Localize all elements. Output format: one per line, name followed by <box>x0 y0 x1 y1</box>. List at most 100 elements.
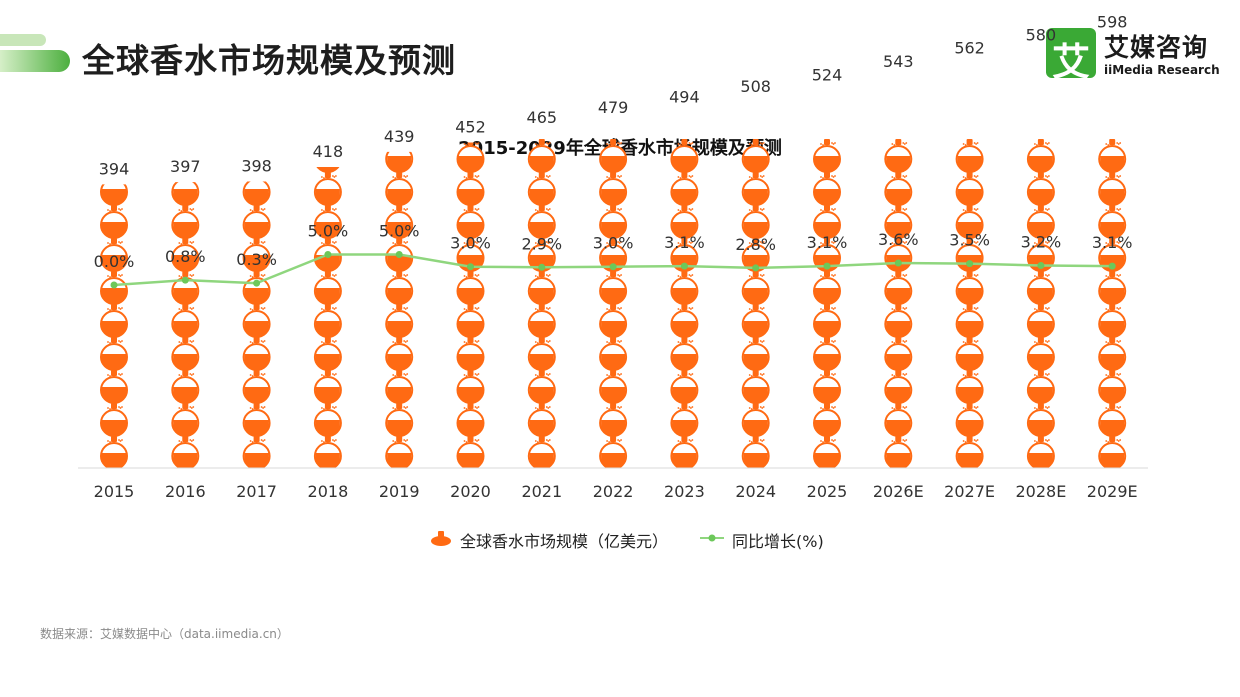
perfume-bottle-icon <box>385 172 414 206</box>
perfume-bottle-icon <box>813 172 841 206</box>
perfume-bottle-icon <box>1026 304 1055 338</box>
bar <box>242 181 271 468</box>
perfume-bottle-icon <box>741 172 770 206</box>
bar-value-label: 598 <box>1097 12 1128 31</box>
growth-value-label: 3.1% <box>664 233 705 252</box>
perfume-bottle-icon <box>1026 370 1055 404</box>
perfume-bottle-icon <box>884 205 913 239</box>
growth-point <box>110 281 118 289</box>
perfume-bottle-icon <box>1098 337 1127 371</box>
perfume-bottle-icon <box>527 436 556 468</box>
perfume-bottle-icon <box>599 139 628 173</box>
perfume-bottle-icon <box>670 172 699 206</box>
x-tick-label: 2019 <box>379 482 420 501</box>
perfume-bottle-icon <box>955 436 984 469</box>
perfume-bottle-icon <box>242 205 271 239</box>
bar-value-label: 418 <box>313 142 344 161</box>
perfume-bottle-icon <box>385 337 414 371</box>
x-tick-label: 2016 <box>165 482 206 501</box>
growth-value-label: 3.1% <box>1092 233 1133 252</box>
perfume-bottle-icon <box>385 151 414 173</box>
perfume-bottle-icon <box>242 370 271 404</box>
bar <box>527 139 556 468</box>
perfume-bottle-icon <box>385 205 414 239</box>
perfume-bottle-icon <box>670 304 699 338</box>
perfume-bottle-icon <box>670 370 699 404</box>
perfume-bottle-icon <box>599 271 628 305</box>
x-tick-label: 2028E <box>1015 482 1066 501</box>
perfume-bottle-icon <box>431 531 451 546</box>
bar <box>171 182 200 468</box>
logo-text-cn: 艾媒咨询 <box>1104 33 1209 62</box>
perfume-bottle-icon <box>955 337 984 371</box>
bar <box>456 142 485 468</box>
perfume-bottle-icon <box>313 304 342 338</box>
perfume-bottle-icon <box>955 370 984 404</box>
growth-value-label: 3.0% <box>450 234 491 253</box>
perfume-bottle-icon <box>1026 436 1055 469</box>
perfume-bottle-icon <box>527 337 556 371</box>
perfume-bottle-icon <box>884 403 913 437</box>
perfume-bottle-icon <box>242 403 271 437</box>
perfume-bottle-icon <box>100 436 128 468</box>
growth-value-label: 3.2% <box>1021 232 1062 251</box>
perfume-bottle-icon <box>670 139 699 173</box>
growth-value-label: 2.8% <box>735 235 776 254</box>
bar-value-label: 394 <box>99 159 130 178</box>
bar-value-label: 479 <box>598 98 629 117</box>
perfume-bottle-icon <box>670 271 699 305</box>
perfume-bottle-icon <box>100 184 128 206</box>
growth-value-label: 0.8% <box>165 247 206 266</box>
perfume-bottle-icon <box>313 403 342 437</box>
x-tick-label: 2022 <box>593 482 634 501</box>
growth-point <box>395 251 403 258</box>
perfume-bottle-icon <box>456 403 485 437</box>
perfume-bottle-icon <box>884 436 913 468</box>
perfume-bottle-icon <box>456 436 485 468</box>
brand-logo: 艾 艾媒咨询 iiMedia Research <box>1046 26 1226 84</box>
perfume-bottle-icon <box>1098 370 1127 404</box>
perfume-bottle-icon <box>171 238 200 272</box>
perfume-bottle-icon <box>599 172 628 206</box>
bar <box>100 184 128 468</box>
growth-point <box>894 259 902 267</box>
perfume-bottle-icon <box>599 337 628 371</box>
perfume-bottle-icon <box>527 172 556 206</box>
perfume-bottle-icon <box>100 238 128 272</box>
perfume-bottle-icon <box>242 181 271 206</box>
growth-point <box>324 251 332 258</box>
bar-value-label: 452 <box>455 118 486 137</box>
perfume-bottle-icon <box>385 238 414 272</box>
growth-value-label: 0.0% <box>94 252 135 271</box>
perfume-bottle-icon <box>741 139 770 173</box>
growth-point <box>538 263 546 271</box>
perfume-bottle-icon <box>884 337 913 371</box>
growth-point <box>1037 261 1045 269</box>
perfume-bottle-icon <box>884 370 913 404</box>
perfume-bottle-icon <box>955 304 984 338</box>
perfume-bottle-icon <box>1026 139 1055 173</box>
perfume-bottle-icon <box>385 403 414 437</box>
perfume-bottle-icon <box>1098 436 1127 468</box>
perfume-bottle-icon <box>599 205 628 239</box>
perfume-bottle-icon <box>385 436 414 468</box>
bar <box>385 151 414 468</box>
perfume-bottle-icon <box>456 304 485 338</box>
x-tick-label: 2029E <box>1087 482 1138 501</box>
perfume-bottle-icon <box>813 370 841 404</box>
x-tick-label: 2026E <box>873 482 924 501</box>
perfume-bottle-icon <box>955 205 984 239</box>
perfume-bottle-icon <box>741 337 770 371</box>
perfume-bottle-icon <box>1098 205 1127 239</box>
x-tick-label: 2025 <box>807 482 848 501</box>
perfume-bottle-icon <box>456 370 485 404</box>
growth-point <box>823 262 831 270</box>
perfume-bottle-icon <box>242 238 271 272</box>
bar <box>670 139 699 468</box>
perfume-bottle-icon <box>670 436 699 468</box>
x-tick-label: 2023 <box>664 482 705 501</box>
bar-value-label: 524 <box>812 66 843 85</box>
perfume-bottle-icon <box>385 271 414 305</box>
perfume-bottle-icon <box>813 403 841 437</box>
